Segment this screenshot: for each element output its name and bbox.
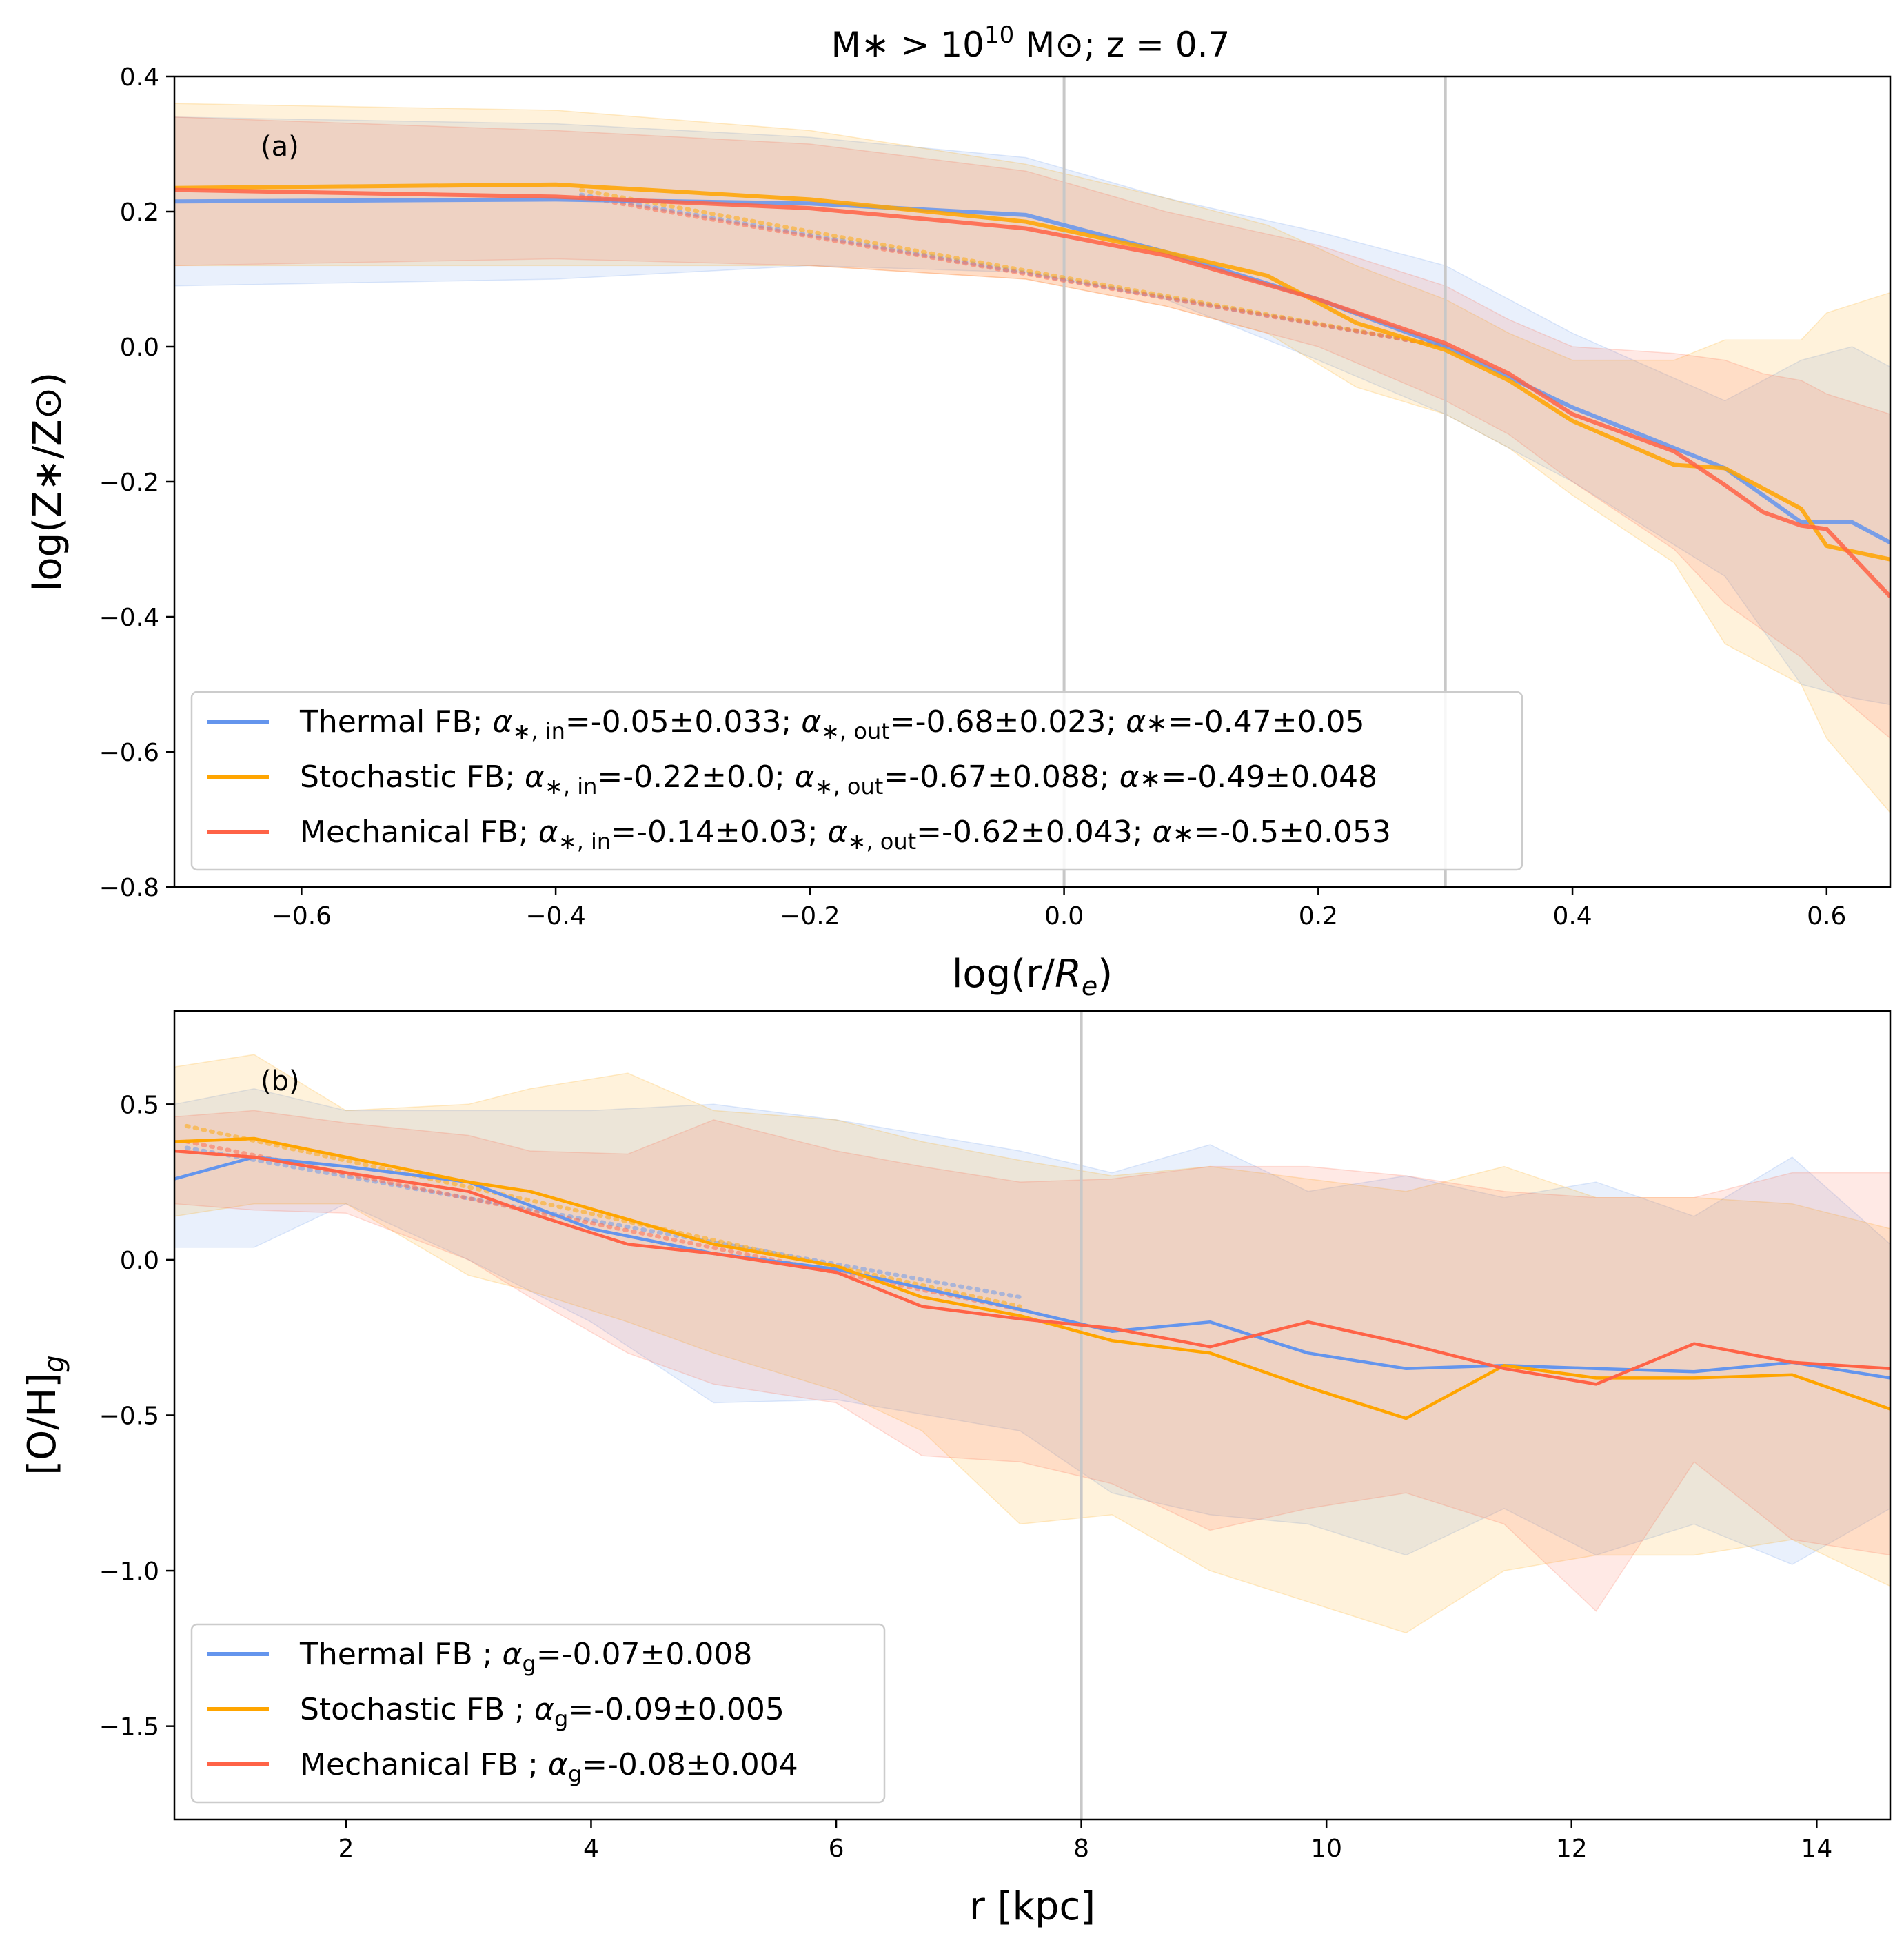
stochastic-legend-entry: Stochastic FB; α∗, in=-0.22±0.0; α∗, out… xyxy=(300,759,1377,799)
x-tick-label: 0.0 xyxy=(1044,902,1084,930)
y-tick-label: 0.2 xyxy=(120,198,159,227)
mechanical-legend-entry: Mechanical FB; α∗, in=-0.14±0.03; α∗, ou… xyxy=(300,815,1391,855)
x-tick-label: 2 xyxy=(338,1835,354,1863)
figure-title: M∗ > 1010 M⊙; z = 0.7 xyxy=(831,21,1230,65)
y-tick-label: 0.0 xyxy=(120,1247,159,1275)
stochastic-series-line xyxy=(174,1136,1890,1420)
y-tick-label: 0.4 xyxy=(120,63,159,92)
panel-tag: (b) xyxy=(261,1065,300,1097)
mechanical-series-line xyxy=(174,187,1890,598)
thermal-legend-entry: Thermal FB; α∗, in=-0.05±0.033; α∗, out=… xyxy=(299,704,1365,744)
stochastic-fit-line xyxy=(184,1123,1022,1309)
x-tick-label: 6 xyxy=(829,1835,844,1863)
mechanical-legend-entry: Mechanical FB ; αg=-0.08±0.004 xyxy=(300,1747,798,1787)
legend-box xyxy=(190,691,1523,871)
stochastic-uncertainty-band xyxy=(174,1054,1890,1634)
y-axis-label: [O/H]g xyxy=(20,1355,70,1475)
thermal-uncertainty-band xyxy=(174,116,1890,706)
x-tick-label: 8 xyxy=(1073,1835,1089,1863)
x-tick-label: 10 xyxy=(1310,1835,1342,1863)
legend-box xyxy=(190,1623,886,1804)
x-tick-label: 12 xyxy=(1556,1835,1588,1863)
thermal-fit-line xyxy=(184,1145,1022,1300)
legend: Thermal FB; α∗, in=-0.05±0.033; α∗, out=… xyxy=(190,691,1523,871)
y-axis-label: log(Z∗/Z⊙) xyxy=(26,372,70,592)
mechanical-series-line xyxy=(174,1149,1890,1386)
legend: Thermal FB ; αg=-0.07±0.008 Stochastic FB… xyxy=(190,1623,886,1804)
y-tick-label: −0.6 xyxy=(99,739,159,767)
y-tick-label: 0.5 xyxy=(120,1091,159,1119)
panel-b-gas-metallicity: 2 4 6 8 10 12 14 0.5 0.0 −0.5 −1.0 −1.5 (b) r [kpc] [O… xyxy=(20,1010,1892,1929)
x-axis-label: r [kpc] xyxy=(969,1884,1095,1929)
x-tick-label: 0.2 xyxy=(1299,902,1338,930)
y-tick-label: −0.2 xyxy=(99,469,159,497)
x-tick-label: −0.2 xyxy=(780,902,840,930)
thermal-uncertainty-band xyxy=(174,1088,1890,1565)
x-tick-label: 0.4 xyxy=(1552,902,1592,930)
x-tick-label: −0.6 xyxy=(272,902,332,930)
plot-area xyxy=(174,1011,1890,1819)
stochastic-series-line xyxy=(174,182,1890,562)
x-tick-label: 4 xyxy=(583,1835,599,1863)
thermal-legend-entry: Thermal FB ; αg=-0.07±0.008 xyxy=(299,1637,752,1677)
y-tick-label: 0.0 xyxy=(120,334,159,362)
y-tick-label: −1.0 xyxy=(99,1558,159,1586)
y-tick-label: −1.5 xyxy=(99,1713,159,1742)
y-tick-label: −0.5 xyxy=(99,1402,159,1431)
stochastic-legend-entry: Stochastic FB ; αg=-0.09±0.005 xyxy=(300,1692,784,1732)
stochastic-uncertainty-band xyxy=(174,103,1890,814)
x-tick-label: 0.6 xyxy=(1807,902,1846,930)
y-tick-label: −0.4 xyxy=(99,604,159,632)
y-tick-label: −0.8 xyxy=(99,874,159,902)
mechanical-fit-line xyxy=(578,194,1448,349)
mechanical-uncertainty-band xyxy=(174,116,1890,740)
panel-tag: (a) xyxy=(261,131,299,163)
panel-a-stellar-metallicity: −0.6 −0.4 −0.2 0.0 0.2 0.4 0.6 0.4 0.2 0.0 −0.2 −0.… xyxy=(26,63,1892,1001)
x-tick-label: 14 xyxy=(1801,1835,1832,1863)
x-tick-label: −0.4 xyxy=(525,902,585,930)
x-axis-label: log(r/Re) xyxy=(952,952,1113,1001)
